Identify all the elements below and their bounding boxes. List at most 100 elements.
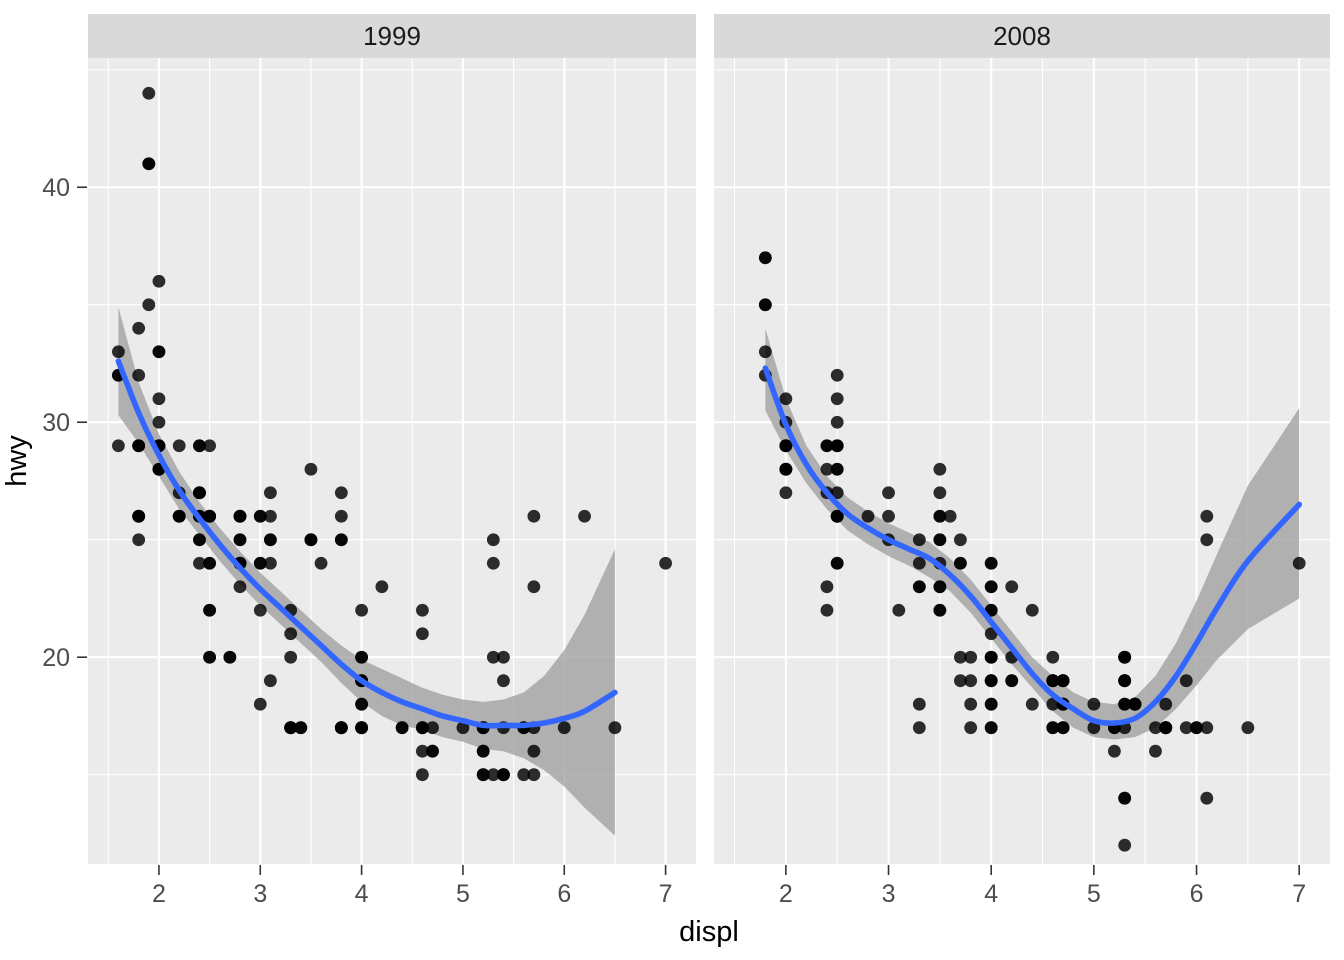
data-point: [1179, 721, 1193, 735]
facet-strip-label-1999: 1999: [363, 21, 421, 51]
data-point: [486, 650, 500, 664]
data-point: [253, 556, 267, 570]
data-point: [608, 721, 622, 735]
panel-content-2008: [758, 251, 1306, 852]
data-point: [1005, 580, 1019, 594]
data-point: [203, 650, 217, 664]
data-point: [395, 721, 409, 735]
facet-strip-background-1999: [88, 14, 696, 58]
data-point: [933, 462, 947, 476]
data-point: [416, 627, 429, 641]
data-point: [1200, 509, 1214, 523]
data-point: [1056, 721, 1070, 735]
data-point: [233, 533, 247, 547]
data-point: [912, 556, 926, 570]
data-point: [820, 603, 834, 617]
data-point: [758, 345, 772, 359]
data-point: [497, 768, 510, 782]
data-point: [1200, 721, 1214, 735]
data-point: [426, 721, 439, 735]
panel-content-1999: [112, 86, 672, 836]
data-point: [1190, 721, 1203, 735]
data-point: [426, 744, 439, 758]
data-point: [132, 368, 146, 382]
data-point: [334, 721, 348, 735]
data-point: [1046, 650, 1060, 664]
data-point: [1200, 791, 1214, 805]
data-point: [264, 556, 277, 570]
data-point: [830, 509, 844, 523]
data-point: [964, 674, 978, 688]
data-point: [527, 744, 541, 758]
data-point: [830, 462, 844, 476]
data-point: [223, 650, 237, 664]
data-point: [912, 533, 926, 547]
x-axis-tick-label: 2: [779, 880, 793, 908]
data-point: [132, 533, 146, 547]
data-point: [264, 674, 277, 688]
data-point: [1025, 697, 1039, 711]
data-point: [659, 556, 672, 570]
data-point: [355, 650, 368, 664]
data-point: [142, 157, 156, 171]
data-point: [882, 509, 895, 523]
data-point: [820, 580, 834, 594]
data-point: [375, 580, 389, 594]
data-point: [1149, 744, 1162, 758]
data-point: [1292, 556, 1306, 570]
data-point: [820, 462, 834, 476]
x-axis-tick-label: 6: [1190, 880, 1204, 908]
data-point: [1118, 791, 1132, 805]
smooth-confidence-ribbon: [765, 328, 1300, 740]
data-point: [527, 580, 541, 594]
data-point: [984, 721, 998, 735]
data-point: [1025, 603, 1039, 617]
data-point: [830, 392, 844, 406]
data-point: [264, 533, 277, 547]
x-axis-tick-label: 6: [557, 880, 571, 908]
data-point: [912, 580, 926, 594]
data-point: [882, 486, 895, 500]
data-point: [334, 486, 348, 500]
data-point: [172, 509, 186, 523]
data-point: [142, 86, 156, 100]
data-point: [132, 509, 146, 523]
x-axis-tick-label: 2: [152, 880, 166, 908]
data-point: [779, 486, 793, 500]
smooth-trend-line: [762, 365, 1302, 726]
data-point: [304, 462, 318, 476]
facet-panel-1999: 1999: [88, 14, 696, 864]
data-point: [830, 415, 844, 429]
data-point: [779, 439, 793, 453]
facet-strip-background-2008: [714, 14, 1330, 58]
data-point: [152, 345, 166, 359]
data-point: [416, 721, 429, 735]
data-point: [933, 533, 947, 547]
data-point: [954, 556, 967, 570]
data-point: [1149, 721, 1162, 735]
data-point: [112, 439, 125, 453]
data-point: [152, 415, 166, 429]
data-point: [758, 298, 772, 312]
y-axis-tick-label: 30: [42, 409, 70, 437]
data-point: [779, 392, 793, 406]
data-point: [152, 392, 166, 406]
data-point: [984, 697, 998, 711]
data-point: [527, 768, 541, 782]
data-point: [954, 650, 967, 664]
data-point: [933, 580, 947, 594]
data-point: [1118, 838, 1132, 852]
data-point: [964, 721, 978, 735]
data-point: [172, 439, 186, 453]
data-point: [557, 721, 571, 735]
data-point: [203, 439, 217, 453]
data-point: [476, 744, 490, 758]
data-point: [964, 697, 978, 711]
x-axis-tick-label: 7: [659, 880, 673, 908]
data-point: [142, 298, 156, 312]
data-point: [476, 768, 490, 782]
data-point: [203, 509, 217, 523]
data-point: [578, 509, 591, 523]
